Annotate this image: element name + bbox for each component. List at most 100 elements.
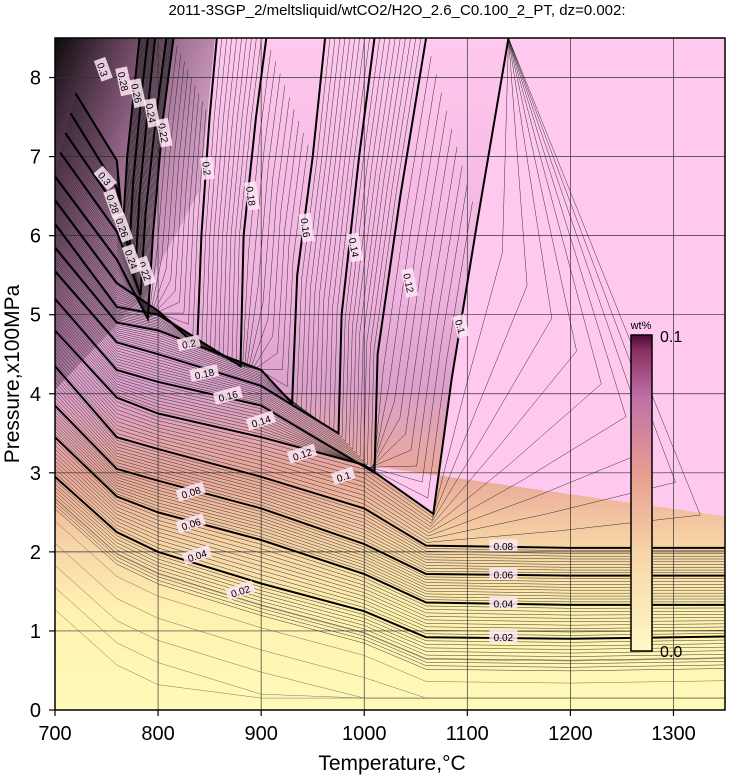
- fine-contour: [55, 109, 207, 336]
- contour-label-bg: [489, 567, 518, 580]
- contour-label-bg: [93, 56, 113, 82]
- contour-label-15: 0.16: [298, 212, 315, 243]
- fine-contour: [55, 508, 725, 672]
- fine-contour: [55, 487, 725, 650]
- contour-label-text: 0.06: [494, 570, 514, 581]
- x-axis-label: Temperature,°C: [318, 752, 465, 775]
- x-tick-label-1100: 1100: [446, 723, 489, 745]
- fine-contour: [55, 77, 192, 316]
- fine-contour: [55, 381, 725, 560]
- contour-label-bg: [298, 212, 315, 243]
- contour-label-bg: [143, 98, 161, 128]
- contour-label-6: 0.04: [489, 597, 518, 611]
- y-tick-label-5: 5: [30, 305, 41, 327]
- fine-contour: [55, 408, 725, 579]
- fine-contour: [55, 97, 290, 369]
- colorbar-bar: [630, 334, 653, 652]
- contour-label-bg: [200, 156, 215, 180]
- contour-label-16: 0.18: [189, 364, 220, 382]
- contour-0.04: [55, 436, 725, 606]
- y-tick-label-0: 0: [30, 700, 41, 722]
- fine-contour: [55, 480, 725, 643]
- contour-label-bg: [115, 66, 133, 97]
- contour-label-text: 0.3: [94, 62, 109, 79]
- x-tick-label-1000: 1000: [342, 723, 387, 745]
- fine-contour: [55, 498, 725, 662]
- fine-contour: [55, 472, 725, 636]
- fine-contour: [55, 93, 200, 314]
- contour-label-text: 0.04: [494, 600, 514, 611]
- colorbar: wt% 0.1 0.0: [630, 320, 683, 661]
- fine-contour: [55, 448, 725, 616]
- fine-contour: [55, 49, 272, 367]
- fine-contour: [55, 38, 422, 470]
- x-tick-label-700: 700: [38, 723, 71, 745]
- contour-label-bg: [103, 188, 125, 219]
- fine-contour: [55, 452, 725, 619]
- contour-label-bg: [489, 539, 518, 552]
- contour-label-bg: [128, 78, 147, 109]
- x-tick-label-900: 900: [244, 723, 277, 745]
- contour-label-bg: [225, 580, 256, 601]
- contour-label-8: 0.1: [330, 466, 356, 485]
- fine-contour: [55, 53, 182, 318]
- contour-label-text: 0.1: [452, 319, 466, 336]
- fine-contour: [55, 38, 380, 438]
- y-tick-label-1: 1: [30, 621, 41, 643]
- contour-label-bg: [112, 212, 134, 243]
- fine-contour: [55, 520, 725, 684]
- contour-label-7: 0.02: [489, 630, 518, 644]
- contour-label-9: 0.1: [452, 314, 470, 339]
- fine-contour: [55, 445, 725, 612]
- y-tick-label-7: 7: [30, 147, 41, 169]
- contour-label-bg: [175, 481, 206, 502]
- contour-label-text: 0.2: [199, 161, 212, 177]
- y-axis-label: Pressure,x100MPa: [1, 284, 24, 463]
- contour-label-23: 0.24: [143, 98, 161, 128]
- fine-contour: [55, 389, 725, 565]
- contour-label-11: 0.12: [400, 267, 419, 298]
- x-tick-label-1200: 1200: [548, 723, 593, 745]
- fine-contour: [55, 401, 725, 574]
- contour-label-bg: [135, 255, 157, 287]
- fine-contour: [55, 497, 725, 661]
- contour-label-text: 0.16: [218, 389, 240, 405]
- plot-frame: [54, 37, 726, 711]
- contour-label-text: 0.22: [155, 123, 169, 145]
- contour-0.1: [55, 38, 510, 516]
- contour-label-text: 0.18: [194, 367, 216, 382]
- fine-contour: [55, 38, 396, 450]
- contour-label-bg: [245, 410, 277, 431]
- fine-contour: [73, 38, 143, 235]
- contour-label-bg: [243, 181, 260, 211]
- contour-label-13: 0.14: [346, 232, 364, 263]
- fine-contour: [55, 38, 701, 543]
- y-tick-label-2: 2: [30, 542, 41, 564]
- fine-contour: [55, 494, 725, 657]
- colorbar-min-label: 0.0: [660, 644, 682, 661]
- contour-label-bg: [93, 165, 117, 191]
- contour-0.24: [59, 38, 168, 296]
- fine-contour: [55, 468, 725, 633]
- contour-0.02: [55, 476, 725, 640]
- fine-contour: [55, 609, 725, 699]
- fine-contour: [55, 120, 300, 370]
- fine-contour: [55, 147, 458, 469]
- fine-contour: [72, 38, 144, 240]
- fine-contour: [55, 38, 627, 534]
- fine-contour: [55, 414, 725, 585]
- fine-contour: [55, 433, 725, 603]
- fine-contour: [55, 38, 247, 359]
- fine-contour: [55, 38, 252, 361]
- fine-contour: [55, 69, 189, 316]
- contour-label-bg: [452, 314, 470, 339]
- contour-label-29: 0.3: [93, 56, 113, 82]
- fine-contour: [55, 373, 725, 554]
- fine-contour: [55, 460, 725, 626]
- contour-0.12: [55, 38, 428, 475]
- fine-contour: [71, 38, 147, 247]
- contour-label-bg: [489, 630, 518, 643]
- contour-label-19: 0.2: [199, 156, 215, 180]
- fine-contour: [55, 128, 453, 470]
